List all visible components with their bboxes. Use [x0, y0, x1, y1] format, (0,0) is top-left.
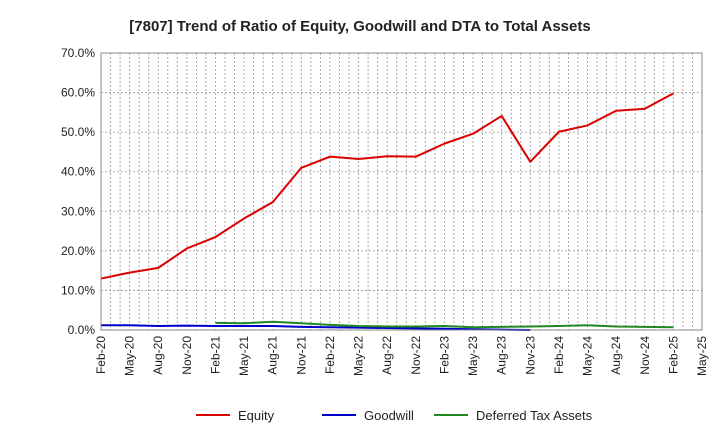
- x-tick-label: Feb-23: [437, 336, 451, 374]
- x-tick-label: Aug-20: [151, 336, 165, 375]
- x-tick-label: May-24: [581, 336, 595, 376]
- chart-title: [7807] Trend of Ratio of Equity, Goodwil…: [129, 18, 590, 35]
- y-tick-label: 50.0%: [61, 125, 95, 139]
- x-axis: Feb-20 May-20 Aug-20 Nov-20 Feb-21 May-21 Aug-…: [94, 336, 709, 376]
- x-tick-label: Feb-22: [323, 336, 337, 374]
- series-line-2: [215, 320, 674, 329]
- series-line-1: [101, 324, 531, 331]
- y-tick-label: 70.0%: [61, 46, 95, 60]
- x-tick-label: May-25: [695, 336, 709, 376]
- x-tick-label: May-21: [237, 336, 251, 376]
- x-tick-label: Feb-25: [666, 336, 680, 374]
- series-layer: [100, 92, 674, 331]
- y-tick-label: 30.0%: [61, 204, 95, 218]
- y-tick-label: 10.0%: [61, 283, 95, 297]
- x-tick-label: Feb-20: [94, 336, 108, 374]
- x-tick-label: Feb-21: [208, 336, 222, 374]
- y-tick-label: 40.0%: [61, 165, 95, 179]
- x-tick-label: May-22: [352, 336, 366, 376]
- grid: [101, 53, 702, 330]
- series-line-0: [100, 92, 674, 280]
- x-tick-label: May-20: [123, 336, 137, 376]
- legend-label-0: Equity: [238, 408, 275, 423]
- legend-label-2: Deferred Tax Assets: [476, 408, 593, 423]
- x-tick-label: Nov-24: [638, 336, 652, 375]
- x-tick-label: Aug-21: [266, 336, 280, 375]
- legend-label-1: Goodwill: [364, 408, 414, 423]
- x-tick-label: May-23: [466, 336, 480, 376]
- y-tick-label: 60.0%: [61, 86, 95, 100]
- plot-frame: [100, 52, 703, 331]
- x-tick-label: Nov-23: [523, 336, 537, 375]
- x-tick-label: Nov-21: [294, 336, 308, 375]
- x-tick-label: Nov-20: [180, 336, 194, 375]
- x-tick-label: Aug-22: [380, 336, 394, 375]
- x-tick-label: Aug-24: [609, 336, 623, 375]
- x-tick-label: Nov-22: [409, 336, 423, 375]
- legend: Equity Goodwill Deferred Tax Assets: [196, 408, 593, 423]
- x-tick-label: Aug-23: [495, 336, 509, 375]
- y-axis: 0.0% 10.0% 20.0% 30.0% 40.0% 50.0% 60.0% 70.0%: [61, 46, 95, 337]
- x-tick-label: Feb-24: [552, 336, 566, 374]
- y-tick-label: 20.0%: [61, 244, 95, 258]
- y-tick-label: 0.0%: [68, 323, 96, 337]
